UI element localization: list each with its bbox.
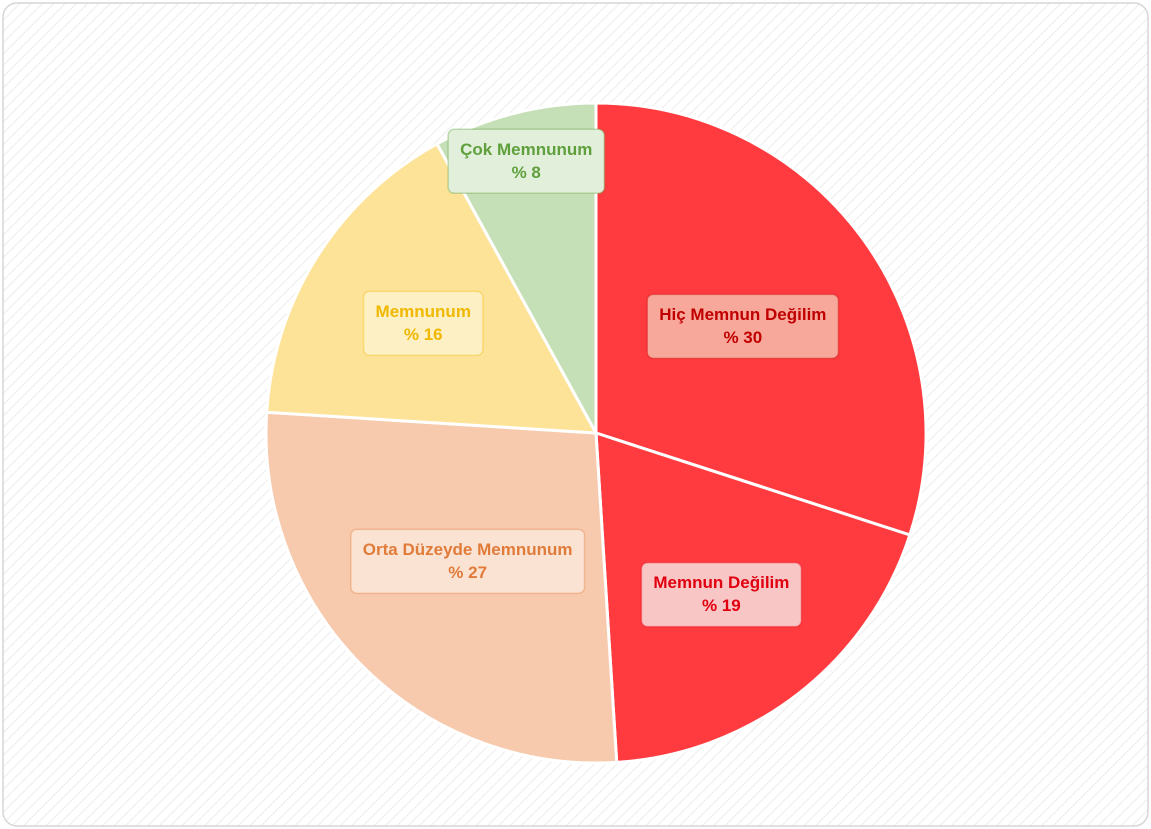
slice-label: Çok Memnunum (460, 140, 592, 159)
slice-label: Orta Düzeyde Memnunum (363, 540, 573, 559)
pie-slice (265, 141, 599, 435)
slice-value-label: % 30 (723, 328, 762, 347)
label-box (350, 528, 586, 595)
slice-value-label: % 8 (512, 163, 541, 182)
slice-value-label: % 19 (702, 596, 741, 615)
slice-value-label: % 27 (448, 563, 487, 582)
label-box (646, 293, 840, 360)
label-box (447, 128, 606, 195)
slice-value-label: % 16 (404, 325, 443, 344)
slice-label: Memnunum (376, 302, 471, 321)
slice-label: Memnun Değilim (653, 573, 789, 592)
label-box (362, 290, 484, 357)
slice-label: Hiç Memnun Değilim (659, 305, 826, 324)
label-box (640, 561, 803, 628)
